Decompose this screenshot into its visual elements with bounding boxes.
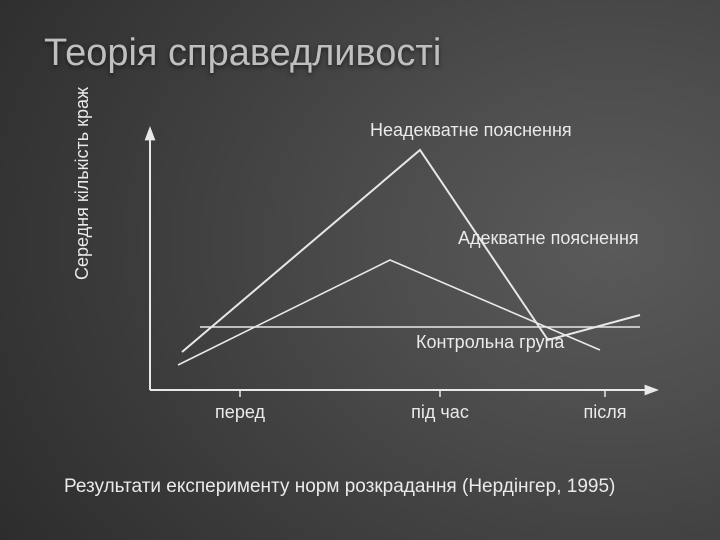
y-axis-label: Середня кількість краж <box>72 87 93 280</box>
x-tick-label-0: перед <box>215 402 265 423</box>
chart-area: Неадекватне пояснення Адекватне пояснення… <box>100 120 660 430</box>
page-title: Теорія справедливості <box>44 32 441 75</box>
x-tick-label-2: після <box>584 402 627 423</box>
series-label-control: Контрольна група <box>416 332 564 353</box>
series-label-adequate: Адекватне пояснення <box>458 228 639 249</box>
chart-caption: Результати експерименту норм розкрадання… <box>64 476 615 498</box>
x-tick-label-1: під час <box>411 402 469 423</box>
series-label-inadequate: Неадекватне пояснення <box>370 120 572 141</box>
line-chart-svg <box>100 120 660 430</box>
